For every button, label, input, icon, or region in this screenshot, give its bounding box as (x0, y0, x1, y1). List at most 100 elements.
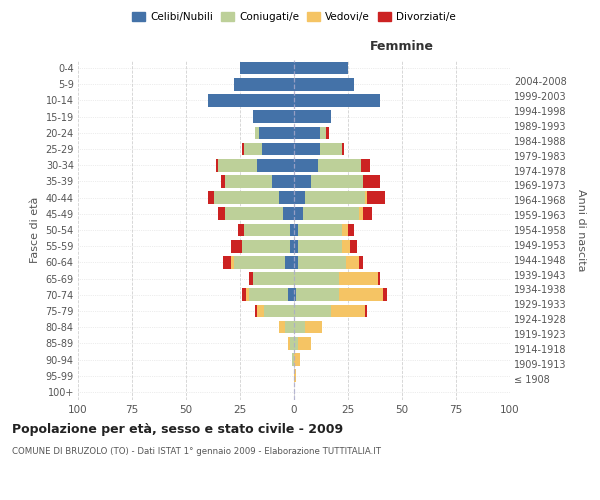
Bar (294, 142, 320, 156)
Bar (218, 159, 257, 172)
Bar (294, 272, 340, 285)
Bar (294, 224, 298, 236)
Bar (242, 240, 290, 252)
Bar (279, 192, 294, 204)
Bar (233, 256, 286, 268)
Bar (348, 224, 355, 236)
Bar (311, 175, 363, 188)
Bar (294, 288, 296, 301)
Bar (298, 256, 346, 268)
Bar (255, 304, 257, 318)
Bar (208, 192, 214, 204)
Bar (262, 142, 294, 156)
Bar (290, 240, 294, 252)
Bar (296, 288, 340, 301)
Bar (218, 208, 225, 220)
Bar (286, 256, 294, 268)
Bar (294, 78, 355, 90)
Bar (257, 304, 264, 318)
Bar (340, 288, 383, 301)
Bar (238, 224, 244, 236)
Bar (287, 337, 290, 349)
Bar (305, 321, 322, 334)
Bar (225, 208, 283, 220)
Bar (298, 224, 341, 236)
Bar (331, 304, 365, 318)
Legend: Celibi/Nubili, Coniugati/e, Vedovi/e, Divorziati/e: Celibi/Nubili, Coniugati/e, Vedovi/e, Di… (128, 8, 460, 26)
Bar (294, 159, 318, 172)
Bar (272, 175, 294, 188)
Bar (290, 224, 294, 236)
Bar (264, 304, 294, 318)
Bar (298, 240, 341, 252)
Bar (294, 304, 331, 318)
Bar (294, 94, 380, 107)
Bar (248, 272, 253, 285)
Bar (320, 142, 341, 156)
Bar (223, 256, 232, 268)
Bar (242, 142, 244, 156)
Bar (279, 321, 286, 334)
Bar (367, 192, 385, 204)
Bar (294, 110, 331, 123)
Bar (244, 142, 262, 156)
Bar (346, 256, 359, 268)
Bar (233, 78, 294, 90)
Bar (287, 288, 294, 301)
Bar (294, 321, 305, 334)
Bar (242, 288, 247, 301)
Bar (305, 192, 365, 204)
Bar (294, 62, 348, 74)
Bar (232, 256, 233, 268)
Bar (340, 272, 378, 285)
Bar (294, 192, 305, 204)
Bar (216, 159, 218, 172)
Bar (363, 175, 380, 188)
Bar (257, 159, 294, 172)
Bar (232, 240, 242, 252)
Bar (341, 142, 344, 156)
Bar (294, 240, 298, 252)
Bar (298, 337, 311, 349)
Bar (378, 272, 380, 285)
Bar (214, 192, 279, 204)
Bar (294, 175, 311, 188)
Bar (283, 208, 294, 220)
Bar (221, 175, 225, 188)
Bar (240, 62, 294, 74)
Bar (294, 353, 301, 366)
Bar (361, 159, 370, 172)
Bar (255, 126, 259, 139)
Bar (225, 175, 272, 188)
Y-axis label: Fasce di età: Fasce di età (30, 197, 40, 263)
Text: Femmine: Femmine (370, 40, 434, 53)
Bar (326, 126, 329, 139)
Bar (350, 240, 356, 252)
Bar (365, 192, 367, 204)
Bar (383, 288, 387, 301)
Bar (294, 126, 320, 139)
Bar (248, 288, 287, 301)
Bar (302, 208, 359, 220)
Bar (244, 224, 290, 236)
Text: COMUNE DI BRUZOLO (TO) - Dati ISTAT 1° gennaio 2009 - Elaborazione TUTTITALIA.IT: COMUNE DI BRUZOLO (TO) - Dati ISTAT 1° g… (12, 448, 381, 456)
Bar (359, 208, 363, 220)
Bar (320, 126, 326, 139)
Bar (294, 208, 302, 220)
Bar (294, 256, 298, 268)
Bar (363, 208, 372, 220)
Y-axis label: Anni di nascita: Anni di nascita (577, 188, 586, 271)
Bar (259, 126, 294, 139)
Bar (294, 370, 296, 382)
Bar (208, 94, 294, 107)
Bar (341, 224, 348, 236)
Bar (365, 304, 367, 318)
Bar (359, 256, 363, 268)
Bar (247, 288, 248, 301)
Bar (290, 337, 294, 349)
Bar (318, 159, 361, 172)
Bar (341, 240, 350, 252)
Bar (286, 321, 294, 334)
Bar (292, 353, 294, 366)
Bar (253, 110, 294, 123)
